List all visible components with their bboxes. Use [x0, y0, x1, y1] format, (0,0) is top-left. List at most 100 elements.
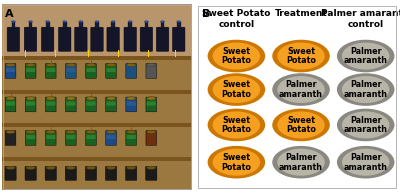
FancyBboxPatch shape [86, 64, 96, 78]
FancyBboxPatch shape [140, 27, 153, 51]
Bar [46, 22, 50, 28]
Text: Sweet Potato
control: Sweet Potato control [202, 10, 270, 29]
Ellipse shape [6, 130, 15, 134]
Ellipse shape [277, 111, 325, 139]
Ellipse shape [26, 97, 35, 100]
FancyBboxPatch shape [106, 166, 117, 180]
Ellipse shape [86, 166, 96, 169]
FancyBboxPatch shape [172, 27, 185, 51]
Bar [144, 22, 148, 28]
Ellipse shape [28, 21, 32, 23]
FancyBboxPatch shape [58, 27, 71, 51]
Ellipse shape [79, 21, 83, 23]
Ellipse shape [277, 42, 325, 69]
Ellipse shape [26, 166, 36, 169]
Text: Treatment: Treatment [275, 10, 328, 18]
Text: Palmer amaranth
control: Palmer amaranth control [322, 10, 400, 29]
FancyBboxPatch shape [106, 101, 116, 106]
FancyBboxPatch shape [25, 166, 36, 180]
Bar [2, 56, 192, 60]
Bar [148, 50, 150, 57]
Bar [175, 50, 176, 57]
FancyBboxPatch shape [66, 101, 76, 106]
FancyBboxPatch shape [6, 68, 15, 72]
Bar [111, 22, 115, 28]
Bar [79, 22, 83, 28]
Ellipse shape [147, 130, 156, 134]
FancyBboxPatch shape [127, 135, 136, 139]
Ellipse shape [213, 76, 260, 103]
Bar [2, 90, 192, 94]
Text: Palmer
amaranth: Palmer amaranth [279, 153, 323, 171]
Bar [29, 22, 32, 28]
FancyBboxPatch shape [106, 64, 116, 78]
FancyBboxPatch shape [26, 135, 35, 139]
FancyBboxPatch shape [66, 97, 76, 112]
FancyBboxPatch shape [85, 166, 96, 180]
FancyBboxPatch shape [86, 68, 96, 72]
Ellipse shape [272, 109, 330, 141]
FancyBboxPatch shape [146, 166, 157, 180]
Ellipse shape [160, 21, 165, 23]
Text: Palmer
amaranth: Palmer amaranth [344, 153, 388, 171]
Bar [12, 22, 15, 28]
FancyBboxPatch shape [106, 68, 116, 72]
FancyBboxPatch shape [106, 97, 116, 112]
FancyBboxPatch shape [126, 166, 137, 180]
FancyBboxPatch shape [24, 27, 37, 51]
Bar [63, 22, 66, 28]
Ellipse shape [128, 21, 132, 23]
FancyBboxPatch shape [74, 27, 87, 51]
FancyBboxPatch shape [46, 64, 56, 78]
Ellipse shape [86, 97, 96, 100]
Ellipse shape [337, 146, 394, 178]
Ellipse shape [46, 63, 55, 67]
Text: B: B [202, 9, 210, 19]
Ellipse shape [272, 40, 330, 72]
Ellipse shape [106, 97, 116, 100]
Text: Sweet
Potato: Sweet Potato [222, 116, 251, 134]
Ellipse shape [26, 130, 35, 134]
Ellipse shape [146, 166, 156, 169]
Ellipse shape [127, 63, 136, 67]
Ellipse shape [147, 63, 156, 67]
Ellipse shape [208, 109, 265, 141]
Ellipse shape [63, 21, 67, 23]
Text: Sweet
Potato: Sweet Potato [222, 47, 251, 65]
FancyBboxPatch shape [26, 101, 35, 106]
FancyBboxPatch shape [5, 166, 16, 180]
Ellipse shape [106, 130, 116, 134]
Bar [177, 22, 181, 28]
Ellipse shape [208, 40, 265, 72]
Ellipse shape [342, 111, 390, 139]
FancyBboxPatch shape [86, 135, 96, 139]
Bar [118, 50, 119, 57]
Ellipse shape [337, 40, 394, 72]
FancyBboxPatch shape [25, 97, 36, 112]
FancyBboxPatch shape [86, 101, 96, 106]
FancyBboxPatch shape [41, 27, 54, 51]
Ellipse shape [213, 111, 260, 139]
Text: Palmer
amaranth: Palmer amaranth [344, 47, 388, 65]
Text: Palmer
amaranth: Palmer amaranth [344, 116, 388, 134]
FancyBboxPatch shape [126, 64, 136, 78]
FancyBboxPatch shape [146, 97, 156, 112]
Ellipse shape [6, 63, 15, 67]
FancyBboxPatch shape [124, 27, 136, 51]
Ellipse shape [277, 149, 325, 176]
FancyBboxPatch shape [45, 166, 56, 180]
Ellipse shape [11, 21, 16, 23]
Ellipse shape [147, 97, 156, 100]
Bar [161, 22, 164, 28]
Ellipse shape [46, 97, 55, 100]
Ellipse shape [127, 130, 136, 134]
Ellipse shape [208, 73, 265, 106]
Ellipse shape [106, 63, 116, 67]
FancyBboxPatch shape [66, 64, 76, 78]
Bar [2, 157, 192, 161]
FancyBboxPatch shape [5, 64, 16, 78]
Text: Palmer
amaranth: Palmer amaranth [344, 80, 388, 99]
Ellipse shape [337, 109, 394, 141]
Ellipse shape [272, 146, 330, 178]
FancyBboxPatch shape [147, 101, 156, 106]
